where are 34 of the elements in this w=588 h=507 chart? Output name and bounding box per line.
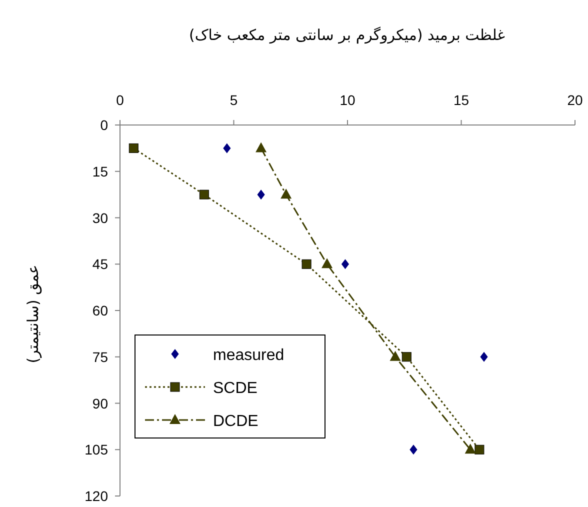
legend-label: DCDE: [213, 413, 258, 430]
x-tick-label: 15: [453, 92, 470, 108]
y-tick-label: 15: [92, 163, 108, 180]
y-tick-label: 0: [100, 117, 108, 133]
x-tick-label: 20: [567, 92, 583, 108]
point: [322, 258, 333, 268]
legend-label: measured: [213, 347, 284, 364]
point: [480, 352, 488, 362]
legend-label: SCDE: [213, 380, 258, 397]
point: [128, 143, 138, 153]
point: [257, 190, 265, 200]
chart-title: غلظت برمید (میکروگرم بر سانتی متر مکعب خاک): [188, 26, 506, 44]
point: [199, 190, 209, 200]
y-tick-label: 45: [92, 256, 108, 272]
y-tick-label: 60: [92, 302, 108, 318]
point: [474, 444, 484, 454]
x-tick-label: 5: [230, 92, 238, 108]
point: [390, 350, 401, 361]
point: [464, 444, 476, 454]
y-tick-label: 120: [84, 488, 108, 504]
y-tick-label: 105: [84, 442, 108, 458]
x-tick-label: 10: [340, 92, 356, 108]
y-tick-label: 75: [92, 348, 108, 365]
y-tick-label: 90: [92, 395, 108, 412]
point: [256, 142, 267, 152]
point: [410, 444, 418, 455]
x-tick-label: 0: [116, 92, 124, 108]
point: [402, 352, 412, 362]
point: [302, 259, 312, 269]
point: [341, 259, 350, 270]
point: [223, 143, 231, 154]
point: [280, 188, 292, 199]
y-axis-title: عمق (سانتیمتر): [24, 264, 42, 364]
y-tick-label: 30: [92, 210, 108, 226]
